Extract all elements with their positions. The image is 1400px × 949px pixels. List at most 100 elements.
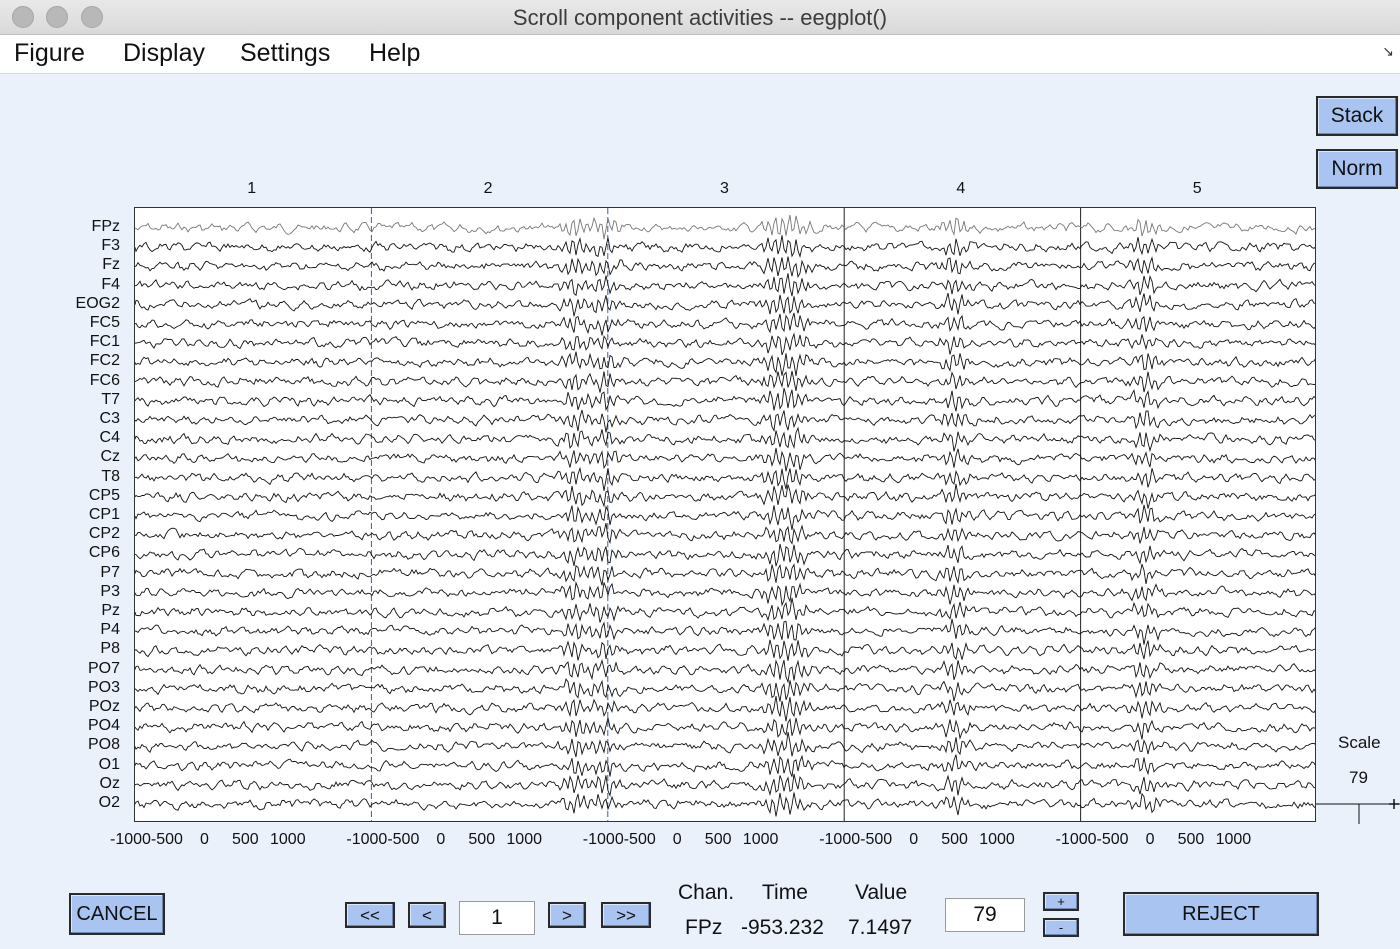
channel-label: F4 (101, 275, 120, 293)
x-tick-label: 500 (941, 831, 968, 848)
scale-value: 79 (1349, 768, 1368, 787)
window-title: Scroll component activities -- eegplot() (512, 5, 888, 30)
channel-trace (135, 426, 1315, 453)
channel-label: Pz (101, 602, 120, 619)
epoch-label: 1 (247, 180, 257, 197)
scale-label: Scale (1338, 733, 1381, 752)
channel-label: P8 (100, 640, 120, 658)
menu-bar: Figure Display Settings Help ↘ (0, 35, 1400, 74)
eeg-traces[interactable] (135, 208, 1316, 822)
channel-label: PO7 (87, 659, 120, 677)
next-page-button[interactable]: > (548, 902, 586, 928)
channel-trace (135, 792, 1315, 817)
channel-label: PO3 (87, 678, 120, 696)
channel-trace (135, 597, 1315, 623)
minimize-window-icon[interactable] (46, 6, 68, 28)
channel-label: Oz (99, 774, 120, 792)
x-tick-label: -1000-500 (346, 831, 420, 848)
channel-trace (135, 214, 1315, 240)
epoch-label: 3 (720, 180, 729, 197)
channel-label: C3 (99, 410, 120, 427)
channel-trace (135, 523, 1315, 545)
x-tick-label: -1000-500 (582, 831, 656, 848)
channel-trace (135, 618, 1315, 645)
channel-trace (135, 563, 1315, 586)
channel-trace (135, 696, 1315, 722)
channel-label: PO8 (87, 736, 120, 754)
channel-trace (135, 717, 1315, 740)
x-tick-label: -1000-500 (1055, 831, 1129, 848)
x-tick-label: 0 (200, 831, 209, 848)
x-tick-label: -1000-500 (110, 831, 183, 848)
channel-label: CP5 (88, 486, 120, 504)
x-tick-label: 0 (672, 831, 682, 848)
channel-label: FPz (91, 218, 120, 235)
channel-trace (135, 370, 1315, 393)
x-tick-label: 0 (436, 831, 446, 848)
maximize-window-icon[interactable] (81, 6, 103, 28)
channel-label: C4 (99, 429, 120, 447)
x-tick-label: 0 (1145, 831, 1155, 848)
channel-label: FC5 (89, 314, 120, 331)
x-tick-label: 1000 (742, 831, 779, 848)
x-tick-label: 1000 (270, 831, 306, 848)
stack-button[interactable]: Stack (1316, 96, 1398, 136)
eeg-plot-area[interactable] (134, 207, 1316, 822)
time-header: Time (762, 881, 808, 904)
channel-label: FC6 (89, 371, 120, 389)
menu-settings[interactable]: Settings (240, 39, 331, 67)
channel-trace (135, 658, 1315, 684)
channel-trace (135, 543, 1315, 567)
x-tick-label: 1000 (506, 831, 542, 848)
scale-bar-icon (1316, 799, 1400, 824)
title-bar: Scroll component activities -- eegplot() (0, 0, 1400, 35)
channel-label: CP1 (88, 506, 120, 523)
chan-header: Chan. (678, 881, 735, 904)
x-tick-label: -1000-500 (819, 831, 893, 848)
x-tick-label: 0 (909, 831, 919, 848)
scale-decrease-button[interactable]: - (1043, 918, 1079, 937)
channel-trace (135, 731, 1315, 758)
dock-arrow-icon[interactable]: ↘ (1382, 43, 1394, 59)
cancel-button[interactable]: CANCEL (69, 893, 165, 935)
channel-trace (135, 754, 1315, 777)
x-tick-label: 500 (704, 831, 732, 848)
channel-trace (135, 447, 1315, 472)
menu-display[interactable]: Display (123, 39, 205, 67)
channel-label: Cz (100, 448, 120, 466)
channel-label: F3 (101, 237, 120, 255)
channel-label: Fz (102, 256, 120, 274)
first-page-button[interactable]: << (345, 902, 395, 928)
time-readout: -953.232 (741, 916, 824, 939)
prev-page-button[interactable]: < (408, 902, 446, 928)
x-tick-label: 500 (1177, 831, 1205, 848)
reject-button[interactable]: REJECT (1123, 892, 1319, 936)
channel-label: O1 (98, 755, 120, 773)
x-tick-label: 500 (232, 831, 259, 848)
close-window-icon[interactable] (12, 6, 34, 28)
page-number-input[interactable]: 1 (459, 901, 535, 935)
channel-label: T7 (101, 390, 120, 408)
channel-label: P3 (100, 582, 120, 600)
channel-trace (135, 581, 1315, 607)
epoch-label: 4 (956, 180, 966, 197)
channel-label: O2 (98, 794, 120, 811)
channel-label: P4 (100, 621, 120, 639)
norm-button[interactable]: Norm (1316, 149, 1398, 189)
value-header: Value (855, 881, 908, 904)
channel-trace (135, 773, 1315, 797)
channel-trace (135, 483, 1315, 509)
channel-trace (135, 273, 1315, 297)
menu-help[interactable]: Help (369, 39, 421, 67)
last-page-button[interactable]: >> (601, 902, 651, 928)
channel-trace (135, 292, 1315, 317)
channel-label: CP2 (88, 525, 120, 543)
scale-increase-button[interactable]: + (1043, 892, 1079, 911)
menu-figure[interactable]: Figure (14, 39, 85, 67)
channel-trace (135, 466, 1315, 491)
scale-input[interactable]: 79 (945, 898, 1025, 932)
channel-label: T8 (101, 467, 120, 485)
channel-trace (135, 639, 1315, 661)
channel-trace (135, 312, 1315, 336)
channel-label: POz (88, 698, 120, 715)
